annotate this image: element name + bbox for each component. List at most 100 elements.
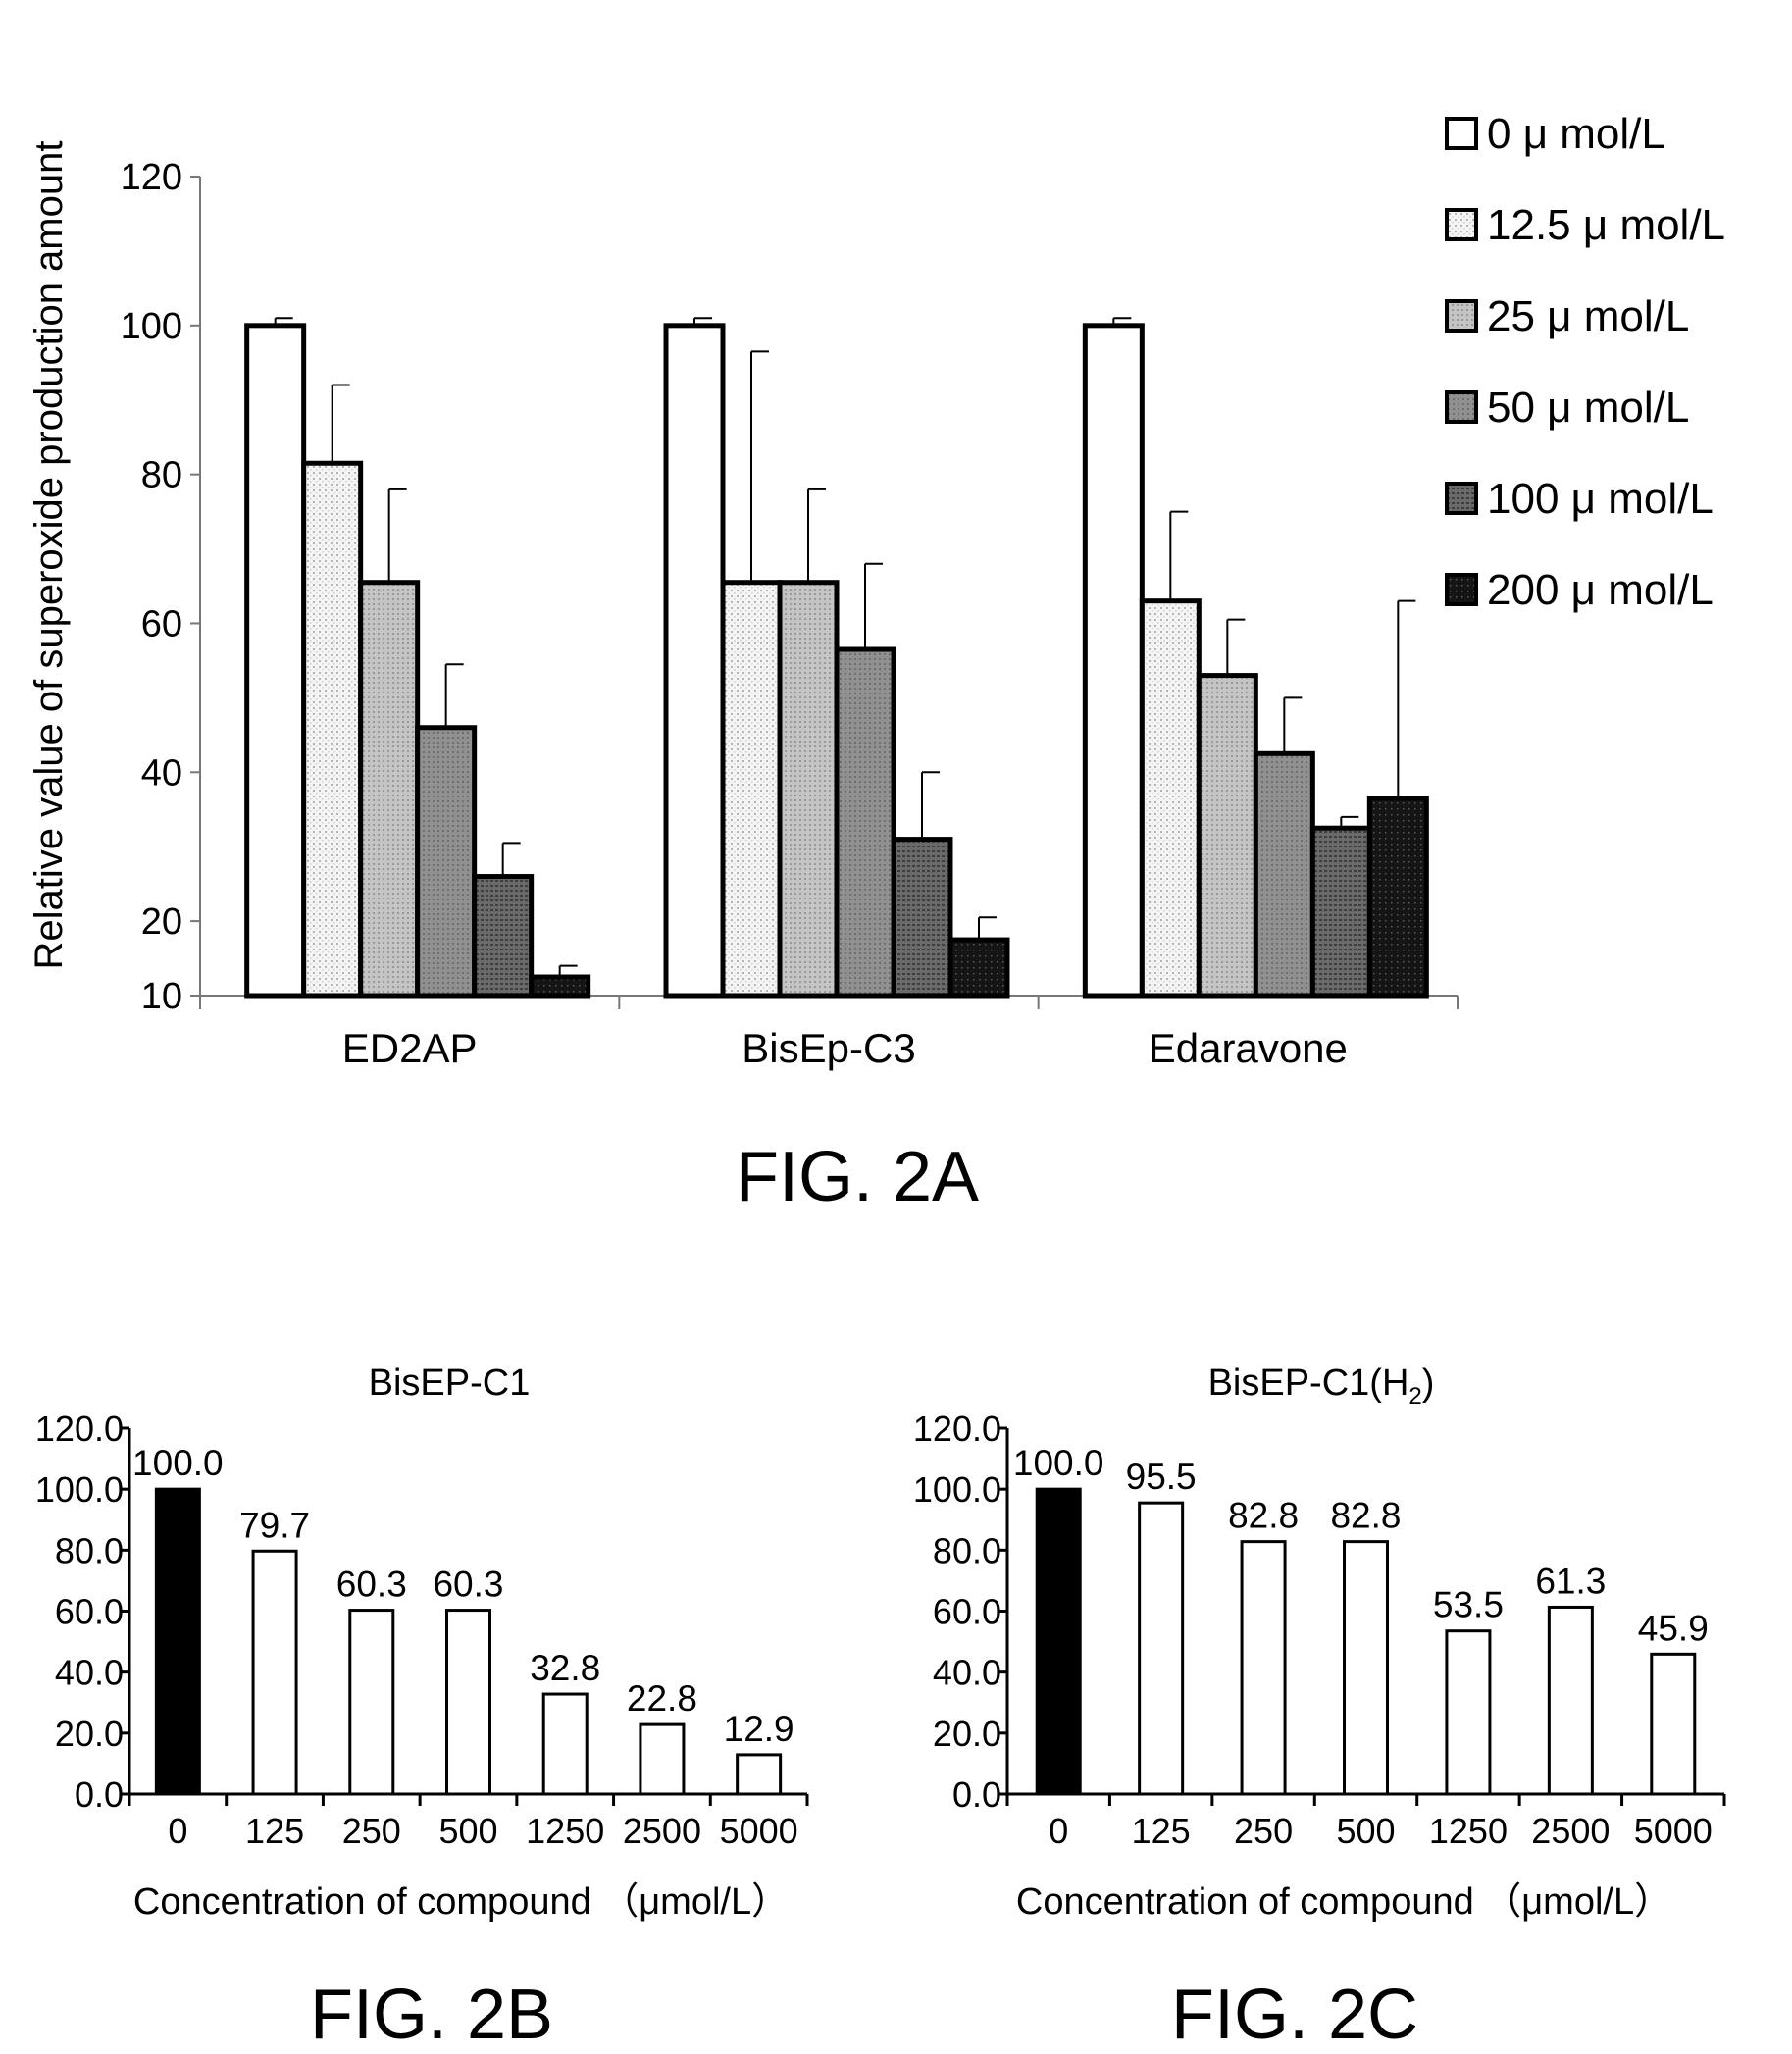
fig2b-data-label: 12.9 bbox=[724, 1709, 794, 1749]
fig2c-bar bbox=[1035, 1487, 1082, 1796]
fig2a-y-axis-label: Relative value of superoxide production … bbox=[27, 141, 71, 970]
fig2c-category-label: 2500 bbox=[1531, 1811, 1610, 1851]
fig2b-bar bbox=[251, 1549, 298, 1796]
fig2b-data-label: 22.8 bbox=[627, 1678, 697, 1719]
fig2c-bars: 100.0 0 95.5 125 82.8 250 82.8 500 53.5 1250 61.3 2… bbox=[1013, 1443, 1713, 1851]
fig2a-category-label: BisEp-C3 bbox=[742, 1025, 915, 1071]
fig2c-bar bbox=[1445, 1629, 1492, 1796]
fig2c-title: BisEP-C1(H2) bbox=[1208, 1362, 1435, 1410]
fig2a-bar bbox=[529, 974, 591, 999]
fig2b-y-tick-label: 120.0 bbox=[35, 1409, 124, 1449]
fig2c-category-label: 5000 bbox=[1634, 1811, 1713, 1851]
fig2c-category-label: 250 bbox=[1234, 1811, 1293, 1851]
fig2b-bar bbox=[736, 1753, 783, 1796]
fig2b-y-tick-label: 100.0 bbox=[35, 1469, 124, 1510]
fig2b-y-tick-label: 40.0 bbox=[55, 1653, 124, 1693]
fig2b-bars: 100.0 0 79.7 125 60.3 250 60.3 500 32.8 1250 22.8 2… bbox=[132, 1443, 798, 1851]
fig2b-bar bbox=[445, 1609, 491, 1796]
fig2c-data-label: 100.0 bbox=[1013, 1443, 1104, 1483]
fig2c-category-label: 125 bbox=[1132, 1811, 1191, 1851]
fig2b-category-label: 5000 bbox=[720, 1811, 798, 1851]
fig2b-bar bbox=[541, 1692, 589, 1796]
fig2c-data-label: 82.8 bbox=[1330, 1496, 1401, 1536]
fig2a-legend-swatch bbox=[1445, 208, 1478, 241]
fig2b-y-tick-label: 60.0 bbox=[55, 1592, 124, 1632]
fig2c-bar bbox=[1547, 1605, 1594, 1796]
fig2b-y-tick-label: 0.0 bbox=[75, 1774, 124, 1815]
fig2c-data-label: 45.9 bbox=[1638, 1608, 1709, 1648]
fig2a-legend-label: 100 μ mol/L bbox=[1487, 475, 1714, 523]
fig2a-legend-label: 50 μ mol/L bbox=[1487, 384, 1689, 432]
fig2c-y-tick-label: 60.0 bbox=[933, 1592, 1001, 1632]
fig2a-bar bbox=[301, 460, 364, 999]
fig2a-category-label: Edaravone bbox=[1149, 1025, 1348, 1071]
fig2a-legend-label: 25 μ mol/L bbox=[1487, 292, 1689, 340]
fig2c-data-label: 95.5 bbox=[1126, 1457, 1197, 1497]
fig2a-legend-label: 12.5 μ mol/L bbox=[1487, 201, 1725, 249]
fig2b-bar bbox=[639, 1722, 686, 1796]
fig2b-bar bbox=[154, 1487, 201, 1796]
fig2c-category-label: 1250 bbox=[1429, 1811, 1508, 1851]
fig2a-bar bbox=[1196, 673, 1258, 999]
fig2b-data-label: 60.3 bbox=[433, 1565, 503, 1605]
fig2c-bar bbox=[1343, 1540, 1389, 1796]
fig2b-y-tick-label: 20.0 bbox=[55, 1714, 124, 1754]
fig2a-figure-label: FIG. 2A bbox=[736, 1138, 979, 1216]
fig2c-category-label: 0 bbox=[1049, 1811, 1068, 1851]
fig2a-legend-swatch bbox=[1445, 390, 1478, 424]
fig2a-bars bbox=[244, 317, 1429, 999]
fig2a-bar bbox=[415, 725, 478, 999]
fig2a-bar bbox=[663, 323, 726, 999]
fig2c-data-label: 61.3 bbox=[1535, 1561, 1606, 1601]
fig2a-y-tick-label: 80 bbox=[141, 455, 182, 496]
fig2b-category-label: 1250 bbox=[526, 1811, 604, 1851]
fig2c-y-tick-label: 80.0 bbox=[933, 1530, 1001, 1570]
fig2c-title-end: ) bbox=[1422, 1362, 1435, 1404]
fig2b-data-label: 79.7 bbox=[239, 1505, 310, 1545]
fig2a-y-tick-label: 60 bbox=[141, 603, 182, 644]
fig2c-chart: BisEP-C1(H2) 0.0 20.0 40.0 60.0 80.0 100.0 120… bbox=[913, 1362, 1726, 2054]
fig2b-x-axis-label: Concentration of compound （μmol/L） bbox=[133, 1881, 789, 1923]
fig2a-bar bbox=[358, 580, 421, 999]
fig2a-category-label: ED2AP bbox=[342, 1025, 478, 1071]
fig2c-title-main: BisEP-C1(H bbox=[1208, 1362, 1409, 1404]
fig2a-chart: Relative value of superoxide production … bbox=[27, 110, 1725, 1216]
fig2c-category-label: 500 bbox=[1336, 1811, 1395, 1851]
fig2c-y-tick-label: 120.0 bbox=[913, 1409, 1001, 1449]
fig2a-bar bbox=[1309, 825, 1372, 999]
fig2b-data-label: 60.3 bbox=[336, 1565, 407, 1605]
fig2c-y-tick-label: 20.0 bbox=[933, 1714, 1001, 1754]
fig2a-bar bbox=[834, 646, 896, 999]
fig2b-category-label: 2500 bbox=[623, 1811, 701, 1851]
fig2a-bar bbox=[891, 837, 953, 999]
fig2b-category-label: 250 bbox=[342, 1811, 401, 1851]
fig2a-y-tick-label: 100 bbox=[121, 306, 182, 347]
fig2a-bar bbox=[1366, 796, 1429, 999]
fig2a-bar bbox=[720, 580, 783, 999]
fig2c-y-tick-label: 40.0 bbox=[933, 1653, 1001, 1693]
fig2a-y-tick-label: 20 bbox=[141, 901, 182, 943]
fig2a-legend: 0 μ mol/L 12.5 μ mol/L 25 μ mol/L 50 μ mol/… bbox=[1445, 110, 1725, 614]
fig2a-y-axis: 10 20 40 60 80 100 120 bbox=[121, 157, 201, 1017]
fig2b-data-label: 32.8 bbox=[530, 1648, 600, 1688]
fig2a-bar bbox=[1253, 750, 1315, 999]
fig2c-bar bbox=[1650, 1652, 1697, 1796]
fig2c-y-tick-label: 0.0 bbox=[952, 1774, 1001, 1815]
fig2a-legend-label: 200 μ mol/L bbox=[1487, 566, 1714, 614]
fig2a-bar bbox=[1139, 598, 1202, 999]
fig2c-data-label: 82.8 bbox=[1228, 1496, 1299, 1536]
fig2b-y-tick-label: 80.0 bbox=[55, 1530, 124, 1570]
fig2a-legend-swatch bbox=[1445, 482, 1478, 515]
fig2c-x-axis-label: Concentration of compound （μmol/L） bbox=[1016, 1881, 1671, 1923]
fig2a-bar bbox=[947, 937, 1010, 999]
fig2c-y-tick-label: 100.0 bbox=[913, 1469, 1001, 1510]
fig2a-legend-swatch bbox=[1445, 299, 1478, 333]
fig2a-y-tick-label: 40 bbox=[141, 752, 182, 794]
fig2a-y-tick-label: 10 bbox=[141, 976, 182, 1017]
fig2a-legend-swatch bbox=[1445, 117, 1478, 150]
fig2b-category-label: 0 bbox=[168, 1811, 187, 1851]
fig2a-legend-swatch bbox=[1445, 573, 1478, 606]
fig2c-y-axis: 0.0 20.0 40.0 60.0 80.0 100.0 120.0 bbox=[913, 1409, 1726, 1815]
